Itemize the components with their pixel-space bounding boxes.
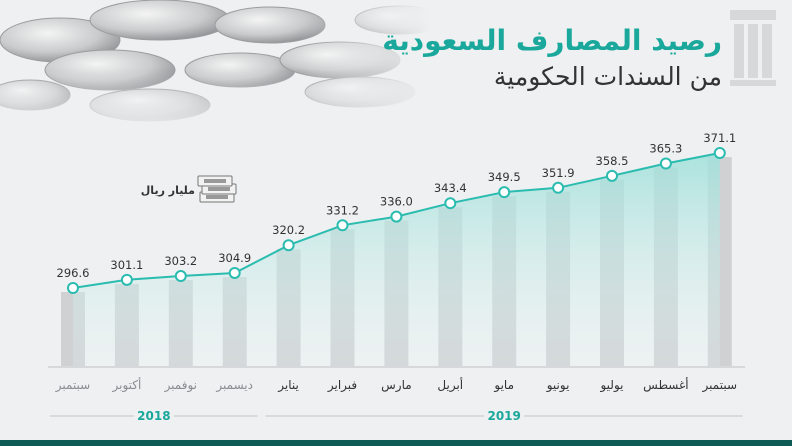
x-tick-label: سبتمبر <box>702 378 737 393</box>
data-label: 301.1 <box>110 258 143 272</box>
data-point <box>498 186 511 199</box>
unit-label: مليار ريال <box>140 184 195 197</box>
data-label: 303.2 <box>164 254 197 268</box>
x-tick-label: نوفمبر <box>164 378 197 393</box>
data-point <box>444 197 457 210</box>
data-label: 296.6 <box>57 266 90 280</box>
unit-legend: مليار ريال <box>140 170 250 210</box>
data-point <box>228 266 241 279</box>
x-tick-label: أغسطس <box>643 377 688 393</box>
data-point <box>282 239 295 252</box>
data-label: 351.9 <box>542 166 575 180</box>
series-area <box>73 153 720 366</box>
data-label: 365.3 <box>649 142 682 156</box>
x-tick-label: يناير <box>277 378 299 393</box>
data-label: 343.4 <box>434 181 467 195</box>
page-subtitle: من السندات الحكومية <box>493 62 722 91</box>
x-tick-label: أبريل <box>437 377 463 393</box>
x-tick-label: مارس <box>381 378 412 393</box>
data-point <box>390 210 403 223</box>
page-title: رصيد المصارف السعودية <box>382 24 722 57</box>
x-tick-label: يوليو <box>599 378 623 393</box>
x-tick-label: أكتوبر <box>111 377 141 393</box>
x-tick-label: فبراير <box>327 378 357 393</box>
data-label: 358.5 <box>596 154 629 168</box>
data-point <box>174 270 187 283</box>
x-tick-label: يونيو <box>546 378 570 393</box>
data-label: 371.1 <box>703 131 736 145</box>
coins-photo <box>0 0 430 130</box>
data-point <box>659 157 672 170</box>
data-point <box>606 169 618 182</box>
data-point <box>713 147 726 159</box>
data-point <box>552 181 565 194</box>
data-label: 336.0 <box>380 195 413 209</box>
data-label: 331.2 <box>326 203 359 217</box>
x-tick-label: سبتمبر <box>55 378 90 393</box>
data-label: 349.5 <box>488 170 521 184</box>
data-point <box>120 273 133 286</box>
title-block: رصيد المصارف السعودية من السندات الحكومي… <box>382 22 722 94</box>
year-group-label: 2019 <box>487 409 520 423</box>
year-group-label: 2018 <box>137 409 170 423</box>
data-point <box>336 219 349 232</box>
data-label: 304.9 <box>218 251 251 265</box>
money-stack-icon <box>197 175 237 203</box>
data-label: 320.2 <box>272 223 305 237</box>
footer-bar <box>0 440 792 446</box>
data-point <box>67 282 79 294</box>
x-tick-label: مايو <box>493 378 514 393</box>
x-tick-label: ديسمبر <box>215 378 253 393</box>
bank-icon <box>728 8 778 92</box>
